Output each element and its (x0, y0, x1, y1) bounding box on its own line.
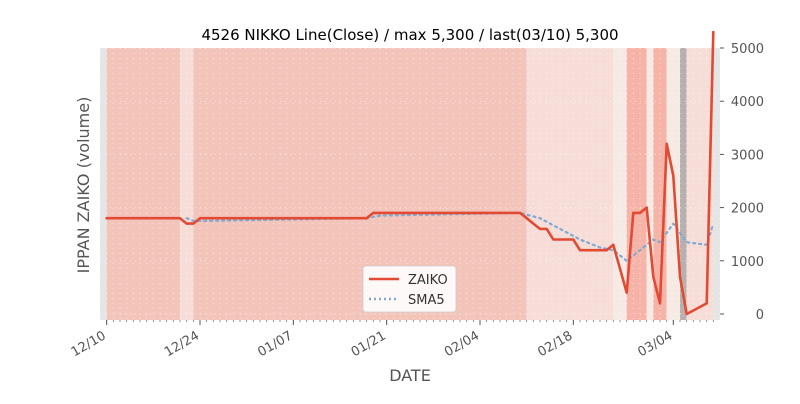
x-tick-label: 01/07 (255, 328, 295, 360)
y-tick-label: 5000 (731, 42, 764, 57)
x-axis-title: DATE (389, 366, 431, 385)
background-band (646, 48, 654, 320)
grid-layer (99, 47, 721, 320)
legend: ZAIKO SMA5 (362, 265, 457, 313)
y-tick-label: 0 (756, 308, 764, 323)
chart-title: 4526 NIKKO Line(Close) / max 5,300 / las… (201, 26, 618, 44)
background-band (680, 48, 687, 320)
y-tick-label: 3000 (731, 148, 764, 163)
y-tick-label: 1000 (731, 255, 764, 270)
background-band (526, 48, 614, 320)
background-band (626, 48, 647, 320)
plot-background-layer (100, 48, 720, 320)
legend-label-sma5: SMA5 (408, 293, 445, 308)
legend-label-zaiko: ZAIKO (408, 273, 448, 288)
x-tick-label: 03/04 (635, 328, 675, 360)
background-band (106, 48, 180, 320)
x-tick-label: 02/18 (535, 328, 575, 360)
series-line-zaiko (105, 30, 715, 316)
x-tick-label: 12/24 (162, 328, 202, 360)
series-layer (105, 30, 715, 316)
y-axis-title: IPPAN ZAIKO (volume) (74, 97, 93, 274)
x-tick-label: 12/10 (69, 328, 109, 360)
x-tick-label: 01/21 (349, 328, 389, 360)
y-tick-label: 4000 (731, 95, 764, 110)
legend-box (362, 265, 457, 313)
y-tick-label: 2000 (731, 202, 764, 217)
x-tick-label: 02/04 (442, 328, 482, 360)
